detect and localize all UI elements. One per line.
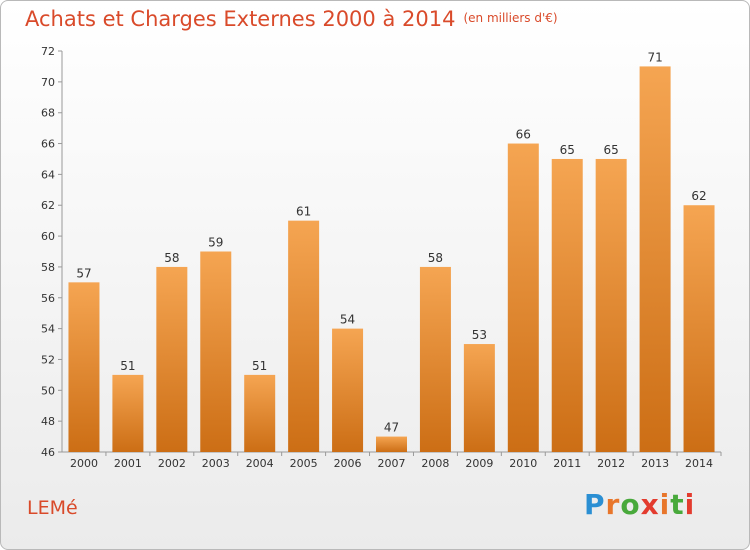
y-tick-label: 68 (41, 107, 55, 120)
x-tick-label: 2012 (597, 457, 625, 470)
y-tick-label: 60 (41, 230, 55, 243)
y-tick-label: 58 (41, 261, 55, 274)
chart-title-text: Achats et Charges Externes 2000 à 2014 (25, 7, 456, 31)
bar-2004 (244, 374, 276, 452)
chart-unit: (en milliers d'€) (463, 11, 558, 25)
x-tick-label: 2004 (246, 457, 274, 470)
bar-2009 (463, 344, 495, 452)
data-label: 62 (691, 189, 706, 203)
y-tick-label: 48 (41, 415, 55, 428)
data-label: 61 (296, 205, 311, 219)
data-label: 65 (560, 143, 575, 157)
data-labels: 57 51 58 59 51 61 54 47 58 53 66 65 65 71 62 (76, 50, 706, 434)
bar-2012 (595, 158, 627, 452)
proxiti-logo: Proxiti (584, 488, 696, 521)
bar-2002 (156, 266, 188, 452)
bar-2008 (419, 266, 451, 452)
data-label: 57 (76, 266, 91, 280)
x-tick-label: 2003 (202, 457, 230, 470)
bar-2005 (288, 220, 320, 452)
data-label: 59 (208, 236, 223, 250)
x-tick-label: 2011 (553, 457, 581, 470)
y-tick-label: 46 (41, 446, 55, 459)
commune-name: LEMé (27, 497, 78, 519)
bar-2001 (112, 374, 144, 452)
y-tick-label: 72 (41, 45, 55, 58)
y-tick-label: 62 (41, 199, 55, 212)
data-label: 51 (252, 359, 267, 373)
bar-2011 (551, 158, 583, 452)
y-tick-label: 64 (41, 168, 55, 181)
data-label: 58 (428, 251, 443, 265)
data-label: 58 (164, 251, 179, 265)
x-tick-label: 2007 (378, 457, 406, 470)
y-tick-label: 56 (41, 292, 55, 305)
bar-2014 (683, 205, 715, 452)
x-tick-label: 2000 (70, 457, 98, 470)
x-tick-label: 2013 (641, 457, 669, 470)
bar-2000 (68, 282, 100, 452)
x-tick-label: 2010 (509, 457, 537, 470)
bar-2003 (200, 251, 232, 452)
bars (68, 66, 715, 453)
y-tick-label: 52 (41, 353, 55, 366)
y-tick-label: 66 (41, 138, 55, 151)
data-label: 54 (340, 313, 355, 327)
bar-2007 (376, 436, 407, 452)
x-tick-label: 2014 (685, 457, 713, 470)
x-tick-label: 2005 (290, 457, 318, 470)
x-tick-label: 2009 (465, 457, 493, 470)
bar-2013 (639, 66, 671, 452)
x-tick-label: 2008 (421, 457, 449, 470)
bar-2006 (332, 328, 364, 452)
bar-2010 (507, 143, 539, 453)
data-label: 53 (472, 328, 487, 342)
x-tick-label: 2001 (114, 457, 142, 470)
data-label: 65 (604, 143, 619, 157)
x-tick-label: 2006 (334, 457, 362, 470)
data-label: 71 (647, 50, 662, 64)
data-label: 51 (120, 359, 135, 373)
data-label: 47 (384, 421, 399, 435)
axes: 46 48 50 52 54 56 58 60 62 64 66 68 70 72 2000 2001 2002… (41, 45, 722, 470)
y-tick-label: 54 (41, 323, 55, 336)
x-tick-label: 2002 (158, 457, 186, 470)
y-tick-label: 70 (41, 76, 55, 89)
chart-title: Achats et Charges Externes 2000 à 2014 (e… (25, 7, 558, 31)
y-tick-label: 50 (41, 384, 55, 397)
data-label: 66 (516, 128, 531, 142)
